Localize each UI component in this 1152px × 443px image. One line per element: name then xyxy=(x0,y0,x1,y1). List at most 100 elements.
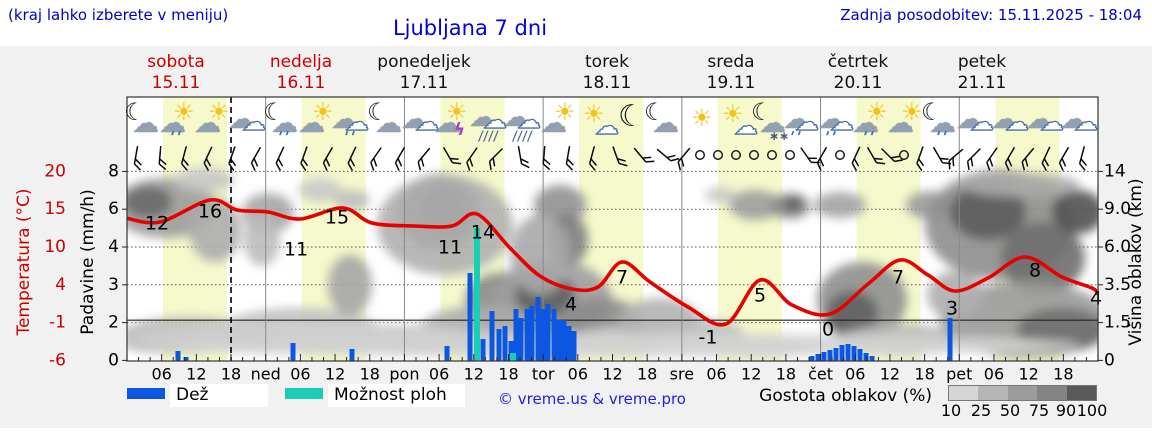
temperature-label: 4 xyxy=(1090,288,1102,310)
hrain-glyph: |||| xyxy=(476,129,502,142)
cloud-density-scale-value: 75 xyxy=(1028,401,1050,420)
cloud-blob xyxy=(826,291,878,339)
temperature-label: 7 xyxy=(892,267,904,289)
rain-bar xyxy=(561,320,567,361)
x-day-abbr: sre xyxy=(670,365,694,384)
x-hour-label: 18 xyxy=(1053,365,1073,384)
wind-calm-icon xyxy=(731,149,742,160)
daylight-band xyxy=(717,97,782,361)
moon-glyph: ☾ xyxy=(367,98,389,126)
day-name: ponedeljek xyxy=(377,52,471,72)
cloudw-glyph: ☁ xyxy=(482,106,507,134)
wind-barb-icon xyxy=(300,146,309,171)
wind-barb-icon xyxy=(133,146,142,171)
cloud-density-legend-label: Gostota oblakov (%) xyxy=(759,386,932,406)
wind-barb-icon xyxy=(677,147,691,171)
temp-tick-label: 4 xyxy=(55,275,66,295)
x-hour-label: 12 xyxy=(325,365,345,384)
sun-glyph: ☀ xyxy=(583,100,605,128)
day-name: sreda xyxy=(707,52,755,72)
moon-cloud-rain-icon: ☾ ☁ '' xyxy=(259,98,307,146)
moon-cloud-rain-icon: ☾ ☁ '' xyxy=(917,98,965,146)
cloud-tick-label: 3.5 xyxy=(1104,275,1131,295)
moon-glyph: ☾ xyxy=(124,98,146,126)
temp-tick-label: 20 xyxy=(44,161,66,181)
rain-bar xyxy=(863,353,869,361)
bolt-glyph: ϟ xyxy=(454,120,466,140)
cloud-density-swatch xyxy=(1037,386,1067,400)
rain-bar xyxy=(845,344,851,361)
wind-barb-icon xyxy=(866,146,886,165)
day-date: 20.11 xyxy=(833,73,883,93)
cloud-icon: ☁ ☁ xyxy=(1056,98,1104,144)
cloud-density-scale-value: 25 xyxy=(970,401,992,420)
cloudb-glyph: ☁ xyxy=(194,108,221,139)
x-hour-label: 12 xyxy=(464,365,484,384)
cloud-blob xyxy=(784,197,802,211)
rain-bar xyxy=(496,329,502,361)
cloud-density-swatch xyxy=(949,386,979,400)
cloud-tick-label: 6.0 xyxy=(1104,237,1131,257)
cloud-tick-label: 1.5 xyxy=(1104,313,1131,333)
rain-bar xyxy=(518,318,524,361)
wind-barb-icon xyxy=(1004,146,1016,171)
rain-bar xyxy=(809,356,815,361)
wind-barb-icon xyxy=(1041,146,1051,172)
x-day-abbr: ned xyxy=(251,365,281,384)
x-hour-label: 06 xyxy=(984,365,1004,384)
wind-barb-icon xyxy=(851,146,861,172)
rain-bar xyxy=(489,311,495,361)
sun-glyph: ☀ xyxy=(554,98,576,126)
precip-tick-label: 8 xyxy=(108,161,119,181)
rain-bar xyxy=(183,357,189,361)
sun-glyph: ☀ xyxy=(446,98,468,126)
rain-bar xyxy=(540,309,546,361)
temperature-label: 16 xyxy=(198,201,222,223)
wind-barb-icon xyxy=(517,146,530,169)
moon-glyph: ☾ xyxy=(921,98,943,126)
wind-barb-icon xyxy=(916,146,925,171)
cloud-density-scale-value: 90 xyxy=(1055,401,1077,420)
wind-barb-icon xyxy=(347,146,357,172)
temperature-label: 8 xyxy=(1029,260,1041,282)
cloud-density-scale-value: 10 xyxy=(940,401,962,420)
temp-tick-label: 10 xyxy=(44,237,66,257)
temp-tick-label: -1 xyxy=(49,313,66,333)
sun-glyph: ☀ xyxy=(208,98,230,126)
cloud-blob xyxy=(328,255,372,315)
rain-bar xyxy=(535,297,541,361)
cloud-heavy-rain-icon: ☁ ☁ |||| xyxy=(467,98,515,144)
x-hour-label: 06 xyxy=(706,365,726,384)
sun-glyph: ☀ xyxy=(866,98,888,126)
cloud-icon: ☁ ☁ xyxy=(987,98,1035,144)
cloud-density-swatch xyxy=(978,386,1008,400)
wind-calm-icon xyxy=(695,149,706,160)
shower-bar xyxy=(510,353,516,361)
rain-bar xyxy=(827,350,833,361)
wind-barb-icon xyxy=(881,148,903,163)
cloudb-glyph: ☁ xyxy=(132,108,159,139)
day-date: 16.11 xyxy=(276,73,326,93)
cloudb-glyph: ☁ xyxy=(331,104,358,135)
cloud-blob xyxy=(814,192,866,218)
rain-bar xyxy=(290,343,296,361)
cloudb-glyph: ☁ xyxy=(298,108,325,139)
sun-glyph: ☀ xyxy=(691,104,713,132)
cloud-tick-label: 9.0 xyxy=(1104,199,1131,219)
rain-bar xyxy=(508,341,514,361)
precip-tick-label: 3 xyxy=(108,275,119,295)
cloud-density-scale-value: 50 xyxy=(999,401,1021,420)
page-title: Ljubljana 7 dni xyxy=(392,16,548,40)
cloudb-glyph: ☁ xyxy=(228,104,255,135)
temperature-label: 14 xyxy=(471,222,495,244)
temperature-label: 12 xyxy=(145,213,169,235)
rain-bar xyxy=(571,331,577,361)
wind-barb-icon xyxy=(322,146,334,171)
cloudb-glyph: ☁ xyxy=(759,108,786,139)
wind-barb-icon xyxy=(542,145,551,171)
x-hour-label: 18 xyxy=(498,365,518,384)
sun-cloud-rain-icon: ☀ ☁ '' xyxy=(848,98,896,146)
sun-small-cloud-icon: ☀ ☁ xyxy=(710,98,759,144)
rain-bar xyxy=(821,352,827,361)
